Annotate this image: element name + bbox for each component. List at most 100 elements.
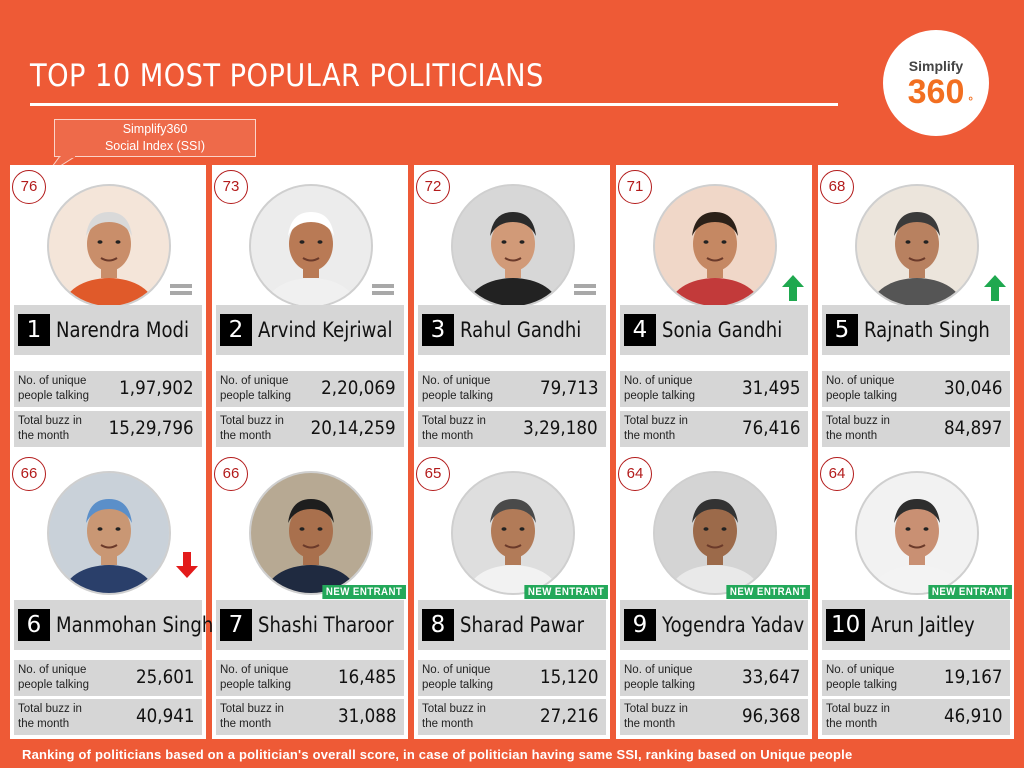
total-buzz-value: 84,897: [943, 417, 1002, 439]
buzz-label-line-2: the month: [826, 430, 878, 442]
total-buzz-row: Total buzz in the month 20,14,259: [216, 411, 404, 447]
unique-people-label: No. of unique people talking: [826, 663, 897, 693]
total-buzz-label: Total buzz in the month: [18, 702, 82, 732]
ssi-badge: 76: [12, 170, 46, 204]
up-arrow-icon: [984, 275, 1006, 301]
total-buzz-value: 15,29,796: [108, 417, 194, 439]
buzz-label-line-2: the month: [220, 718, 272, 730]
total-buzz-row: Total buzz in the month 46,910: [822, 699, 1010, 735]
unique-people-value: 33,647: [741, 666, 800, 688]
total-buzz-label: Total buzz in the month: [826, 414, 890, 444]
politician-card: 66 7 Shashi Tharoor No. of unique people tal…: [212, 452, 408, 739]
politician-name: Narendra Modi: [56, 318, 189, 342]
portrait-icon: [47, 184, 171, 308]
equals-icon: [574, 284, 596, 296]
total-buzz-label: Total buzz in the month: [220, 702, 284, 732]
total-buzz-label: Total buzz in the month: [422, 702, 486, 732]
total-buzz-value: 20,14,259: [310, 417, 396, 439]
unique-people-row: No. of unique people talking 33,647: [620, 660, 808, 696]
unique-people-label: No. of unique people talking: [422, 374, 493, 404]
portrait-icon: [855, 184, 979, 308]
new-entrant-tag: NEW ENTRANT: [524, 585, 608, 599]
logo-number: 360: [907, 73, 965, 111]
unique-label-line-2: people talking: [624, 679, 695, 691]
buzz-label-line-2: the month: [422, 430, 474, 442]
callout-line-1: Simplify360: [122, 122, 188, 136]
total-buzz-label: Total buzz in the month: [18, 414, 82, 444]
unique-label-line-1: No. of unique: [422, 664, 491, 676]
buzz-label-line-2: the month: [18, 718, 70, 730]
buzz-label-line-1: Total buzz in: [18, 415, 82, 427]
unique-label-line-2: people talking: [18, 679, 89, 691]
name-bar: 6 Manmohan Singh: [14, 600, 213, 650]
unique-label-line-2: people talking: [18, 390, 89, 402]
ssi-badge: 64: [820, 457, 854, 491]
rank-number: 1: [18, 314, 50, 346]
total-buzz-value: 31,088: [337, 705, 396, 727]
rank-number: 10: [826, 609, 866, 641]
buzz-label-line-1: Total buzz in: [18, 703, 82, 715]
unique-people-value: 15,120: [539, 666, 598, 688]
politician-name: Yogendra Yadav: [662, 613, 805, 637]
logo-degree-icon: °: [968, 94, 973, 108]
simplify360-logo: Simplify 360 °: [883, 30, 989, 136]
name-bar: 2 Arvind Kejriwal: [216, 305, 404, 355]
ssi-badge: 73: [214, 170, 248, 204]
ssi-badge: 65: [416, 457, 450, 491]
politician-card: 72 3 Rahul Gandhi No. of unique people talki…: [414, 165, 610, 452]
portrait-icon: [249, 184, 373, 308]
buzz-label-line-1: Total buzz in: [220, 703, 284, 715]
total-buzz-row: Total buzz in the month 27,216: [418, 699, 606, 735]
unique-label-line-2: people talking: [826, 390, 897, 402]
politician-card: 73 2 Arvind Kejriwal No. of unique people ta…: [212, 165, 408, 452]
logo-brand-text: Simplify: [908, 58, 964, 74]
unique-label-line-2: people talking: [220, 679, 291, 691]
unique-label-line-2: people talking: [422, 679, 493, 691]
name-bar: 9 Yogendra Yadav: [620, 600, 808, 650]
total-buzz-row: Total buzz in the month 96,368: [620, 699, 808, 735]
unique-label-line-1: No. of unique: [826, 664, 895, 676]
unique-people-row: No. of unique people talking 15,120: [418, 660, 606, 696]
footer-note: Ranking of politicians based on a politi…: [22, 747, 853, 762]
unique-people-label: No. of unique people talking: [18, 663, 89, 693]
total-buzz-label: Total buzz in the month: [422, 414, 486, 444]
total-buzz-row: Total buzz in the month 15,29,796: [14, 411, 202, 447]
ssi-badge: 66: [12, 457, 46, 491]
name-bar: 8 Sharad Pawar: [418, 600, 606, 650]
name-bar: 3 Rahul Gandhi: [418, 305, 606, 355]
total-buzz-row: Total buzz in the month 76,416: [620, 411, 808, 447]
rank-number: 9: [624, 609, 656, 641]
down-arrow-icon: [176, 552, 198, 578]
portrait-icon: [451, 184, 575, 308]
total-buzz-value: 46,910: [943, 705, 1002, 727]
unique-people-value: 79,713: [539, 377, 598, 399]
ssi-badge: 64: [618, 457, 652, 491]
politician-name: Shashi Tharoor: [258, 613, 394, 637]
buzz-label-line-2: the month: [422, 718, 474, 730]
equals-icon: [170, 284, 192, 296]
portrait-icon: [653, 471, 777, 595]
politician-name: Manmohan Singh: [56, 613, 214, 637]
total-buzz-value: 3,29,180: [523, 417, 598, 439]
rank-number: 5: [826, 314, 858, 346]
unique-label-line-1: No. of unique: [18, 664, 87, 676]
buzz-label-line-2: the month: [826, 718, 878, 730]
title-underline: [30, 103, 838, 106]
unique-label-line-1: No. of unique: [18, 375, 87, 387]
ssi-badge: 71: [618, 170, 652, 204]
unique-people-row: No. of unique people talking 79,713: [418, 371, 606, 407]
name-bar: 1 Narendra Modi: [14, 305, 202, 355]
total-buzz-value: 27,216: [539, 705, 598, 727]
portrait-icon: [855, 471, 979, 595]
ssi-badge: 68: [820, 170, 854, 204]
buzz-label-line-1: Total buzz in: [826, 415, 890, 427]
ssi-badge: 66: [214, 457, 248, 491]
total-buzz-row: Total buzz in the month 84,897: [822, 411, 1010, 447]
unique-people-label: No. of unique people talking: [624, 663, 695, 693]
buzz-label-line-1: Total buzz in: [624, 415, 688, 427]
portrait-icon: [47, 471, 171, 595]
total-buzz-row: Total buzz in the month 3,29,180: [418, 411, 606, 447]
page-title: TOP 10 MOST POPULAR POLITICIANS: [30, 58, 544, 94]
name-bar: 5 Rajnath Singh: [822, 305, 1010, 355]
unique-people-label: No. of unique people talking: [624, 374, 695, 404]
